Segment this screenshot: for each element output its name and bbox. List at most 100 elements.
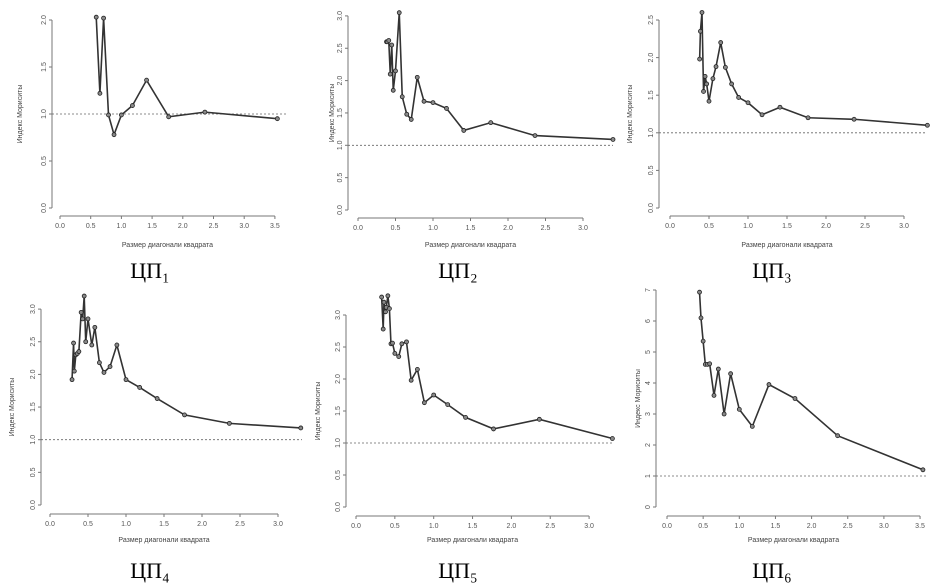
data-point: [154, 396, 160, 401]
data-point: [89, 342, 95, 348]
x-tick-label: 0.0: [353, 225, 363, 232]
data-point: [463, 414, 468, 420]
x-tick-label: 2.0: [178, 223, 188, 230]
series-line: [71, 295, 301, 429]
x-tick-label: 2.5: [860, 223, 870, 230]
data-point: [404, 111, 410, 117]
data-point: [700, 338, 706, 344]
y-tick-label: 1.0: [30, 435, 37, 445]
x-tick-label: 1.0: [121, 521, 131, 528]
series-line: [698, 292, 924, 471]
y-tick-label: 0.0: [648, 203, 655, 213]
y-tick-label: 2.0: [41, 15, 48, 25]
data-point: [699, 10, 705, 15]
data-point: [925, 122, 930, 128]
data-point: [414, 74, 420, 80]
data-point: [736, 95, 742, 100]
y-tick-label: 2.5: [337, 43, 344, 53]
y-tick-label: 1.0: [337, 140, 344, 150]
data-point: [430, 100, 436, 105]
series-line: [386, 12, 614, 141]
chart-panel-5: 0.0 0.5 1.0 1.5 2.0 2.5 3.0 0.0 0.5 1.0 1.5 2.0 2.5 3…: [315, 293, 615, 583]
x-tick-label: 1.5: [147, 223, 157, 230]
y-tick-label: 6: [645, 319, 652, 323]
data-point: [274, 116, 280, 122]
panel-caption: ЦП₅: [438, 558, 477, 583]
data-point: [718, 40, 724, 45]
data-point: [488, 120, 494, 126]
x-tick-label: 0.0: [662, 523, 672, 530]
data-point: [101, 15, 106, 21]
y-tick-label: 1.0: [648, 128, 655, 138]
data-point: [392, 350, 398, 356]
data-point: [144, 77, 149, 83]
data-point: [461, 128, 467, 133]
data-point: [387, 71, 393, 77]
x-tick-label: 0.0: [45, 521, 55, 528]
x-tick-label: 0.5: [391, 225, 401, 232]
data-point: [698, 315, 704, 321]
data-point: [101, 370, 107, 375]
data-point: [298, 425, 304, 431]
x-tick-label: 3.5: [915, 523, 925, 530]
x-axis-label: Размер диагонали квадрата: [748, 537, 839, 544]
data-point: [408, 377, 414, 383]
series-line: [95, 17, 278, 138]
x-axis-label: Размер диагонали квадрата: [427, 537, 518, 544]
x-tick-label: 3.5: [270, 223, 280, 230]
data-point: [111, 132, 117, 138]
x-tick-label: 1.0: [117, 223, 127, 230]
x-tick-label: 0.5: [698, 523, 708, 530]
y-tick-label: 2.0: [30, 369, 37, 379]
y-tick-label: 0.5: [648, 165, 655, 175]
data-point: [697, 56, 703, 62]
data-point: [396, 10, 402, 16]
data-point: [85, 316, 91, 322]
data-point: [106, 112, 111, 118]
data-point: [182, 412, 187, 418]
data-point: [701, 89, 706, 94]
data-point: [379, 294, 385, 300]
data-point: [766, 382, 772, 387]
data-point: [71, 368, 77, 374]
x-tick-label: 0.5: [86, 223, 96, 230]
chart-panel-6: 0 1 2 3 4 5 6 7 0.0 0.5 1.0 1.5 2.0 2.5 3.0 3.5 Размер д…: [635, 288, 927, 583]
y-tick-label: 1.5: [41, 62, 48, 72]
x-tick-label: 2.5: [235, 521, 245, 528]
y-tick-label: 0.5: [337, 173, 344, 183]
data-point: [69, 377, 75, 383]
x-tick-label: 2.5: [545, 523, 555, 530]
data-point: [722, 64, 728, 70]
x-tick-label: 1.0: [429, 523, 439, 530]
y-tick-label: 0.0: [335, 502, 342, 512]
panel-caption: ЦП₁: [130, 258, 169, 283]
data-point: [715, 366, 721, 372]
y-tick-label: 1.5: [337, 108, 344, 118]
data-point: [389, 42, 395, 48]
x-tick-label: 2.0: [807, 523, 817, 530]
x-tick-label: 2.5: [209, 223, 219, 230]
y-tick-label: 3.0: [335, 310, 342, 320]
y-tick-label: 2.0: [335, 374, 342, 384]
y-tick-label: 1.5: [335, 406, 342, 416]
y-tick-label: 1: [645, 474, 652, 478]
data-point: [408, 117, 414, 122]
data-point: [399, 341, 405, 347]
data-point: [777, 104, 783, 110]
y-tick-label: 4: [645, 381, 652, 385]
data-point: [920, 467, 926, 473]
y-tick-label: 7: [645, 288, 652, 292]
y-tick-label: 0.0: [30, 500, 37, 510]
data-point: [835, 433, 841, 439]
data-point: [107, 364, 113, 369]
x-tick-label: 2.5: [541, 225, 551, 232]
data-point: [226, 420, 232, 426]
y-tick-label: 1.0: [41, 109, 48, 119]
x-tick-label: 3.0: [239, 223, 249, 230]
y-tick-label: 3.0: [30, 304, 37, 314]
data-point: [71, 340, 76, 346]
x-tick-label: 0.0: [665, 223, 675, 230]
data-point: [431, 392, 437, 398]
data-point: [445, 402, 451, 408]
x-tick-label: 1.5: [782, 223, 792, 230]
